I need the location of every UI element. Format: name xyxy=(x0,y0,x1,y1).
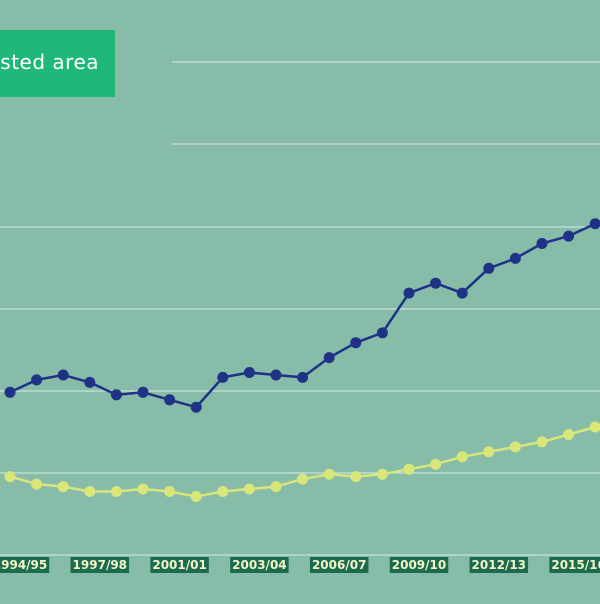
series-light-point xyxy=(138,484,149,495)
series-light-point xyxy=(510,441,521,452)
series-light-point xyxy=(377,469,388,480)
series-light-point xyxy=(350,471,361,482)
series-dark-point xyxy=(350,337,361,348)
series-light-point xyxy=(297,474,308,485)
series-light-point xyxy=(244,484,255,495)
series-dark-point xyxy=(164,394,175,405)
series-dark-point xyxy=(563,231,574,242)
x-tick-label: 2012/13 xyxy=(472,558,526,572)
series-light-point xyxy=(404,464,415,475)
series-dark-point xyxy=(404,288,415,299)
x-tick: 2015/16 xyxy=(549,557,600,573)
series-light-point xyxy=(457,451,468,462)
x-tick-label: 1994/95 xyxy=(0,558,47,572)
series-dark-point xyxy=(590,218,600,229)
series-light-point xyxy=(111,486,122,497)
series-dark-point xyxy=(510,253,521,264)
series-light-point xyxy=(217,486,228,497)
series-dark-point xyxy=(537,238,548,249)
series-layer xyxy=(5,193,600,502)
x-tick: 2009/10 xyxy=(390,557,448,573)
x-tick: 2012/13 xyxy=(470,557,528,573)
series-light-point xyxy=(324,469,335,480)
x-tick: 2001/01 xyxy=(150,557,208,573)
series-dark-point xyxy=(324,352,335,363)
x-tick: 1994/95 xyxy=(0,557,49,573)
series-dark-point xyxy=(244,367,255,378)
series-dark-point xyxy=(5,387,16,398)
series-light-point xyxy=(590,422,600,433)
series-dark-point xyxy=(271,370,282,381)
series-light-point xyxy=(164,486,175,497)
series-light-point xyxy=(31,479,42,490)
series-light-point xyxy=(537,436,548,447)
series-dark-point xyxy=(377,327,388,338)
series-dark-point xyxy=(31,374,42,385)
series-dark-point xyxy=(84,377,95,388)
series-dark-point xyxy=(138,387,149,398)
series-light-point xyxy=(271,481,282,492)
series-dark-point xyxy=(457,288,468,299)
x-tick-label: 2006/07 xyxy=(312,558,366,572)
series-dark-point xyxy=(430,278,441,289)
series-light-point xyxy=(58,481,69,492)
series-light-point xyxy=(191,491,202,502)
x-tick-label: 2009/10 xyxy=(392,558,446,572)
x-tick-label: 2015/16 xyxy=(551,558,600,572)
series-light-point xyxy=(5,471,16,482)
series-light-point xyxy=(563,429,574,440)
x-tick: 2006/07 xyxy=(310,557,368,573)
series-dark-point xyxy=(217,372,228,383)
legend-box: sted area xyxy=(0,30,115,97)
series-dark-point xyxy=(58,370,69,381)
series-light-point xyxy=(430,459,441,470)
series-dark-point xyxy=(111,389,122,400)
series-light-point xyxy=(84,486,95,497)
x-tick-label: 1997/98 xyxy=(73,558,127,572)
series-dark-point xyxy=(191,402,202,413)
series-dark-point xyxy=(483,263,494,274)
x-tick: 1997/98 xyxy=(71,557,129,573)
legend-label: sted area xyxy=(0,50,99,74)
series-dark-point xyxy=(297,372,308,383)
x-tick-label: 2001/01 xyxy=(152,558,206,572)
series-light-point xyxy=(483,446,494,457)
x-tick-label: 2003/04 xyxy=(232,558,286,572)
x-tick: 2003/04 xyxy=(230,557,288,573)
x-axis-ticks: 1994/95 1997/98 2001/01 2003/04 2006/07 2009/… xyxy=(0,557,600,573)
